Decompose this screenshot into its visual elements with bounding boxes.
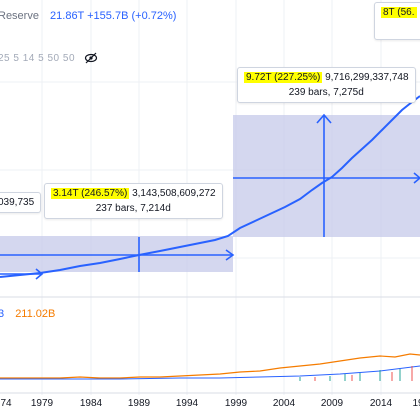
measure-box-2[interactable]: 3.14T (246.57%) 3,143,508,609,272 237 ba… [44, 183, 223, 219]
measure-box-3[interactable]: 9.72T (227.25%) 9,716,299,337,748 239 ba… [237, 67, 416, 103]
x-tick: 74 [0, 398, 12, 409]
volume-blue-line [0, 365, 420, 380]
x-tick: 2004 [272, 398, 296, 409]
symbol-value: 21.86T +155.7B (+0.72%) [50, 10, 177, 22]
time-axis[interactable]: 74 1979 1984 1989 1994 1999 2004 2009 20… [0, 398, 420, 414]
x-tick: 2014 [369, 398, 393, 409]
measure-change-4: 8T (56. [381, 7, 417, 18]
x-tick: 1999 [224, 398, 248, 409]
volume-value-a: 3 [0, 308, 5, 320]
price-line [0, 95, 420, 278]
legend-header: Reserve 21.86T +155.7B (+0.72%) [0, 10, 176, 22]
measure-range-2[interactable] [0, 236, 233, 272]
eye-off-icon[interactable] [84, 51, 98, 65]
measure-change-2: 3.14T (246.57%) [51, 188, 130, 199]
volume-legend: 3 211.02B [0, 308, 55, 320]
volume-orange-line [0, 353, 420, 379]
x-tick: 1979 [30, 398, 54, 409]
measure-arrows-3 [233, 113, 420, 237]
x-tick: 1984 [79, 398, 103, 409]
measure-arrows-1 [0, 268, 44, 280]
volume-value-b: 211.02B [15, 308, 56, 320]
x-tick: 2009 [320, 398, 344, 409]
volume-bars [299, 369, 401, 381]
measure-box-1[interactable]: 039,735 [0, 192, 42, 213]
x-tick: 1989 [127, 398, 151, 409]
measure-stats-3: 239 bars, 7,275d [288, 87, 364, 98]
measure-value-3: 9,716,299,337,748 [325, 72, 409, 83]
measure-arrows-2 [0, 237, 235, 272]
indicator-params: 25 5 14 5 50 50 [0, 53, 76, 64]
volume-bars-red [314, 366, 413, 381]
measure-value-1: 039,735 [0, 197, 35, 208]
x-tick: 1994 [175, 398, 199, 409]
measure-stats-2: 237 bars, 7,214d [95, 203, 171, 214]
symbol-title[interactable]: Reserve [0, 10, 39, 22]
measure-value-2: 3,143,508,609,272 [132, 188, 216, 199]
measure-change-3: 9.72T (227.25%) [244, 72, 323, 83]
x-tick: 19 [412, 398, 420, 409]
measure-box-4[interactable]: 8T (56. [374, 2, 420, 40]
